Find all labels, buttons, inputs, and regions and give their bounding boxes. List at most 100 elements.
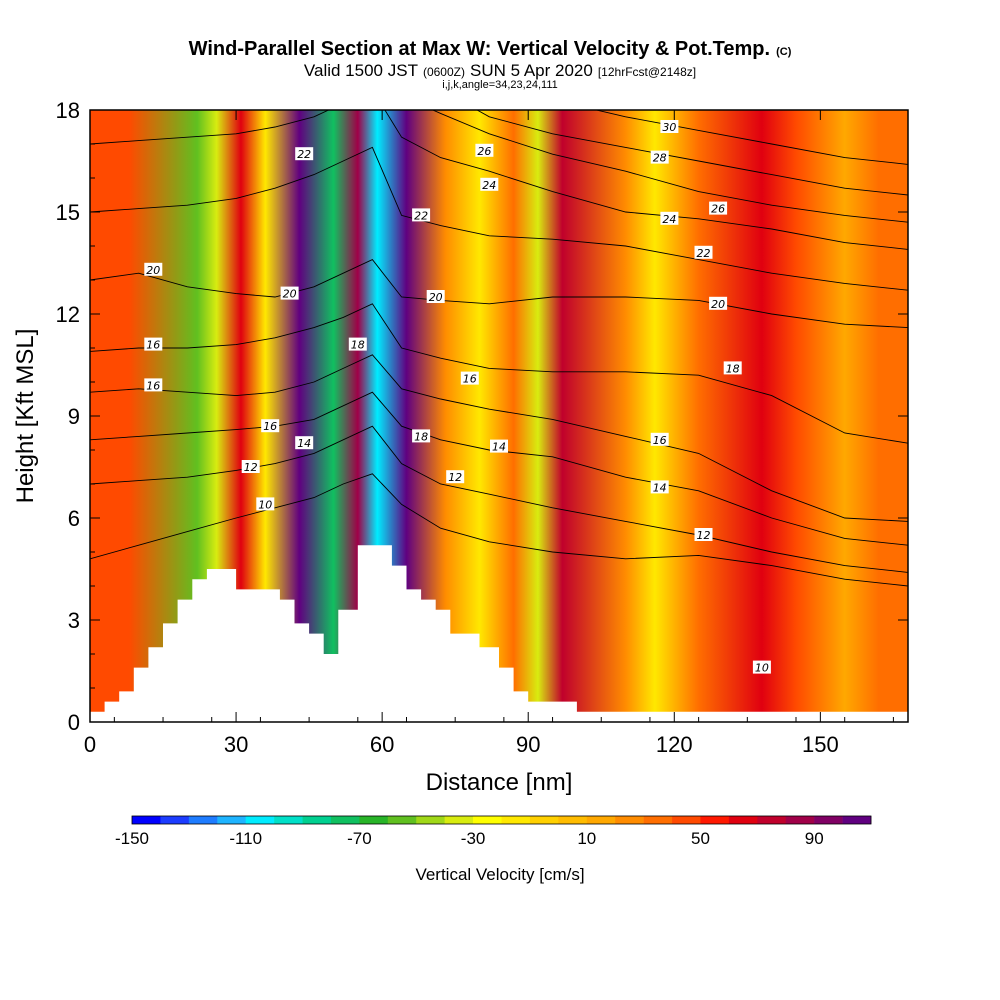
y-tick-label: 0 <box>68 710 80 735</box>
y-tick-label: 18 <box>56 98 80 123</box>
contour-label: 22 <box>412 208 431 222</box>
svg-text:18: 18 <box>414 430 428 443</box>
contour-label: 14 <box>650 480 669 494</box>
y-tick-label: 15 <box>56 200 80 225</box>
contour-label: 16 <box>460 371 479 386</box>
svg-text:16: 16 <box>463 373 477 386</box>
plot-area: 22 26 30 28 24 22 26 24 20 22 20 20 20 18 16 16 18 16 16 14… <box>90 110 908 722</box>
colorbar-segment <box>842 816 872 824</box>
theta-contour-14 <box>90 391 908 546</box>
contour-label: 10 <box>752 660 771 675</box>
colorbar-segment <box>700 816 730 824</box>
colorbar-segment <box>387 816 417 824</box>
contour-label: 12 <box>446 470 465 484</box>
svg-text:16: 16 <box>146 379 160 392</box>
svg-text:18: 18 <box>726 362 740 375</box>
colorbar-tick-label: -30 <box>461 829 486 848</box>
colorbar-segment <box>814 816 843 824</box>
colorbar-segment <box>416 816 445 824</box>
svg-text:24: 24 <box>482 179 496 192</box>
contour-label: 20 <box>709 296 728 311</box>
contour-label: 16 <box>144 337 163 352</box>
contour-label: 14 <box>490 439 508 454</box>
svg-text:26: 26 <box>711 203 725 216</box>
theta-contour-labels: 22 26 30 28 24 22 26 24 20 22 20 20 20 18 16 16 18 16 16 14… <box>144 120 771 675</box>
theta-contour-10 <box>90 473 908 587</box>
colorbar-tick-label: -150 <box>115 829 149 848</box>
theta-contour-16 <box>90 354 908 522</box>
colorbar-label: Vertical Velocity [cm/s] <box>415 865 584 884</box>
colorbar-segment <box>217 816 246 824</box>
svg-text:12: 12 <box>448 471 462 484</box>
contour-label: 30 <box>660 120 679 134</box>
svg-text:12: 12 <box>244 461 258 474</box>
colorbar <box>131 815 872 825</box>
svg-text:10: 10 <box>258 498 272 511</box>
theta-contour-26 <box>431 110 908 223</box>
theta-contour-18 <box>90 303 908 444</box>
theta-contour-30 <box>594 110 908 165</box>
colorbar-segment <box>757 816 787 824</box>
contour-label: 18 <box>348 337 367 352</box>
colorbar-tick-label: -70 <box>347 829 372 848</box>
contour-label: 24 <box>660 211 679 226</box>
y-axis-label: Height [Kft MSL] <box>12 329 39 504</box>
contour-label: 14 <box>295 436 314 450</box>
svg-text:20: 20 <box>429 291 443 304</box>
svg-text:14: 14 <box>653 481 667 494</box>
terrain <box>90 545 908 722</box>
colorbar-segment <box>586 816 616 824</box>
svg-text:20: 20 <box>146 264 160 277</box>
colorbar-segment <box>728 816 758 824</box>
colorbar-segment <box>132 816 161 824</box>
contour-label: 20 <box>144 262 163 277</box>
contour-label: 18 <box>412 429 431 443</box>
colorbar-segment <box>558 816 588 824</box>
svg-text:14: 14 <box>297 437 311 450</box>
y-tick-label: 12 <box>56 302 80 327</box>
contour-label: 12 <box>694 528 713 542</box>
theta-contour-22 <box>90 146 908 291</box>
svg-text:20: 20 <box>711 298 725 311</box>
svg-text:28: 28 <box>653 152 667 165</box>
contour-label: 10 <box>256 497 275 511</box>
colorbar-segment <box>643 816 673 824</box>
colorbar-tick-label: 50 <box>691 829 710 848</box>
svg-text:16: 16 <box>263 420 277 433</box>
colorbar-segment <box>330 816 360 824</box>
x-tick-label: 60 <box>370 732 394 757</box>
svg-text:12: 12 <box>697 529 711 542</box>
svg-text:22: 22 <box>697 247 711 260</box>
contour-label: 24 <box>480 177 499 192</box>
colorbar-segment <box>785 816 815 824</box>
y-axis-ticks: 0 3 6 9 12 15 18 <box>56 98 908 735</box>
colorbar-segment <box>160 816 190 824</box>
contour-label: 22 <box>295 147 314 161</box>
x-tick-label: 30 <box>224 732 248 757</box>
contour-label: 18 <box>723 361 742 375</box>
x-tick-label: 0 <box>84 732 96 757</box>
svg-text:22: 22 <box>414 209 428 222</box>
chart-subtitle: Valid 1500 JST (0600Z) SUN 5 Apr 2020 [12hr… <box>304 61 696 80</box>
svg-text:30: 30 <box>662 121 676 134</box>
chart-title: Wind-Parallel Section at Max W: Vertical… <box>189 38 792 60</box>
x-axis-label: Distance [nm] <box>426 769 573 796</box>
colorbar-segment <box>501 816 531 824</box>
svg-text:20: 20 <box>283 288 297 301</box>
colorbar-segment <box>615 816 644 824</box>
contour-label: 16 <box>144 378 163 392</box>
colorbar-ticks: -150 -110 -70 -30 10 50 90 <box>115 829 824 848</box>
colorbar-tick-label: 90 <box>805 829 824 848</box>
theta-contour-12 <box>90 425 908 573</box>
colorbar-segment <box>473 816 502 824</box>
x-axis-ticks: 0 30 60 90 120 150 <box>84 110 894 757</box>
svg-text:16: 16 <box>653 434 667 447</box>
svg-text:22: 22 <box>297 148 311 161</box>
colorbar-segment <box>274 816 303 824</box>
colorbar-tick-label: -110 <box>229 829 262 848</box>
contour-label: 12 <box>241 460 260 474</box>
svg-text:24: 24 <box>662 213 676 226</box>
contour-label: 26 <box>475 143 494 158</box>
colorbar-segment <box>359 816 389 824</box>
svg-text:14: 14 <box>492 441 506 454</box>
